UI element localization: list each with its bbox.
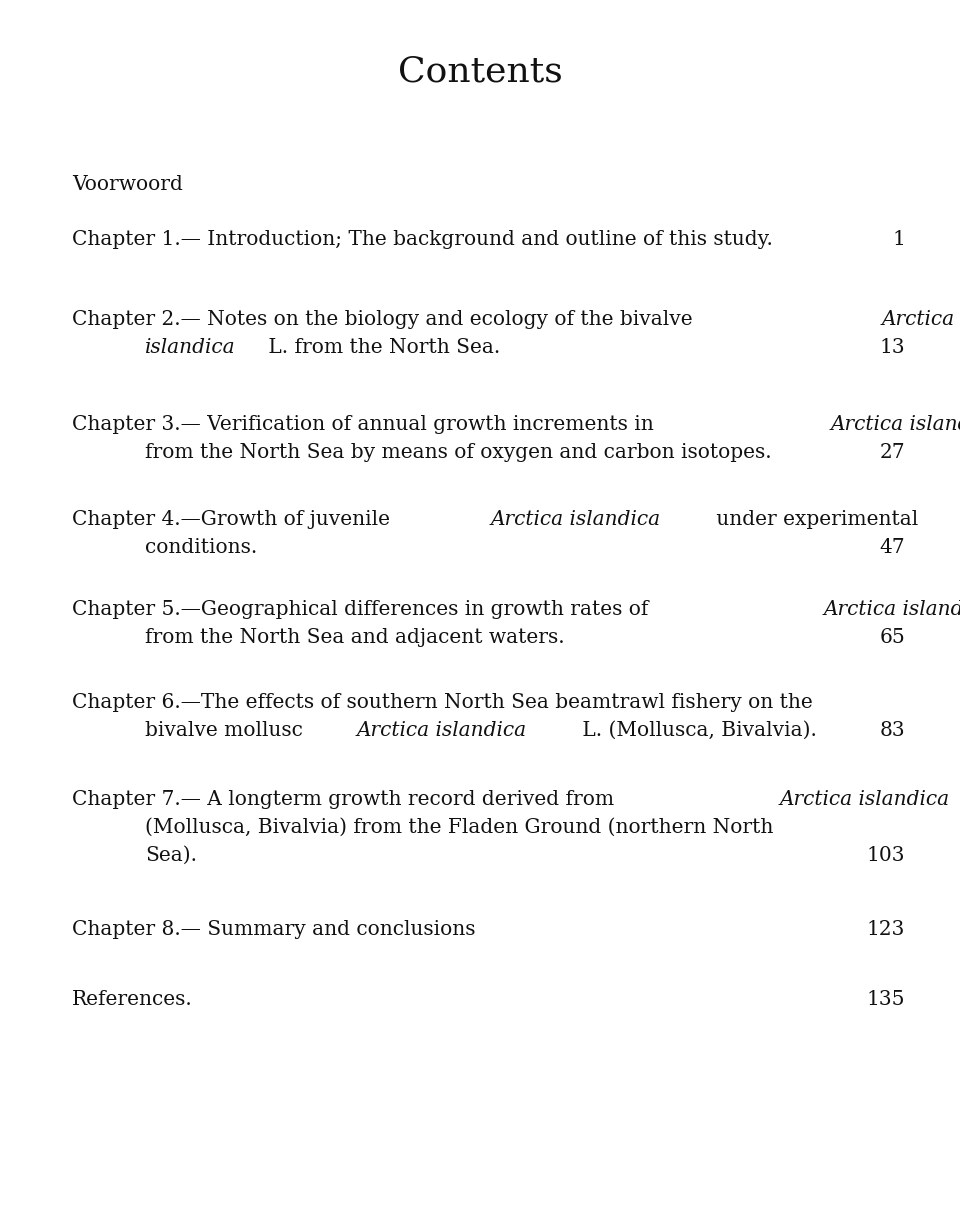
Text: Chapter 1.— Introduction; The background and outline of this study.: Chapter 1.— Introduction; The background… bbox=[72, 230, 773, 249]
Text: Chapter 4.—Growth of juvenile: Chapter 4.—Growth of juvenile bbox=[72, 510, 396, 529]
Text: from the North Sea by means of oxygen and carbon isotopes.: from the North Sea by means of oxygen an… bbox=[145, 444, 772, 462]
Text: 1: 1 bbox=[892, 230, 905, 249]
Text: Arctica islandica: Arctica islandica bbox=[780, 789, 949, 809]
Text: islandica: islandica bbox=[145, 338, 235, 357]
Text: Arctica islandica: Arctica islandica bbox=[830, 415, 960, 434]
Text: (Mollusca, Bivalvia) from the Fladen Ground (northern North: (Mollusca, Bivalvia) from the Fladen Gro… bbox=[145, 818, 774, 837]
Text: Voorwoord: Voorwoord bbox=[72, 175, 182, 194]
Text: L. (Mollusca, Bivalvia).: L. (Mollusca, Bivalvia). bbox=[576, 721, 817, 741]
Text: Arctica islandica: Arctica islandica bbox=[357, 721, 527, 741]
Text: 123: 123 bbox=[867, 920, 905, 938]
Text: 83: 83 bbox=[879, 721, 905, 741]
Text: Chapter 8.— Summary and conclusions: Chapter 8.— Summary and conclusions bbox=[72, 920, 475, 938]
Text: Chapter 3.— Verification of annual growth increments in: Chapter 3.— Verification of annual growt… bbox=[72, 415, 660, 434]
Text: under experimental: under experimental bbox=[710, 510, 919, 529]
Text: from the North Sea and adjacent waters.: from the North Sea and adjacent waters. bbox=[145, 628, 564, 646]
Text: Chapter 5.—Geographical differences in growth rates of: Chapter 5.—Geographical differences in g… bbox=[72, 600, 655, 620]
Text: 47: 47 bbox=[879, 538, 905, 557]
Text: Arctica: Arctica bbox=[881, 310, 954, 329]
Text: Chapter 6.—The effects of southern North Sea beamtrawl fishery on the: Chapter 6.—The effects of southern North… bbox=[72, 693, 813, 712]
Text: Arctica islandica: Arctica islandica bbox=[491, 510, 660, 529]
Text: conditions.: conditions. bbox=[145, 538, 257, 557]
Text: References.: References. bbox=[72, 990, 193, 1009]
Text: L. from the North Sea.: L. from the North Sea. bbox=[262, 338, 500, 357]
Text: 65: 65 bbox=[879, 628, 905, 646]
Text: 13: 13 bbox=[879, 338, 905, 357]
Text: bivalve mollusc: bivalve mollusc bbox=[145, 721, 309, 741]
Text: 27: 27 bbox=[879, 444, 905, 462]
Text: Arctica islandica: Arctica islandica bbox=[824, 600, 960, 620]
Text: Chapter 7.— A longterm growth record derived from: Chapter 7.— A longterm growth record der… bbox=[72, 789, 620, 809]
Text: 103: 103 bbox=[867, 846, 905, 865]
Text: 135: 135 bbox=[867, 990, 905, 1009]
Text: Sea).: Sea). bbox=[145, 846, 197, 865]
Text: Chapter 2.— Notes on the biology and ecology of the bivalve: Chapter 2.— Notes on the biology and eco… bbox=[72, 310, 699, 329]
Text: Contents: Contents bbox=[397, 55, 563, 89]
